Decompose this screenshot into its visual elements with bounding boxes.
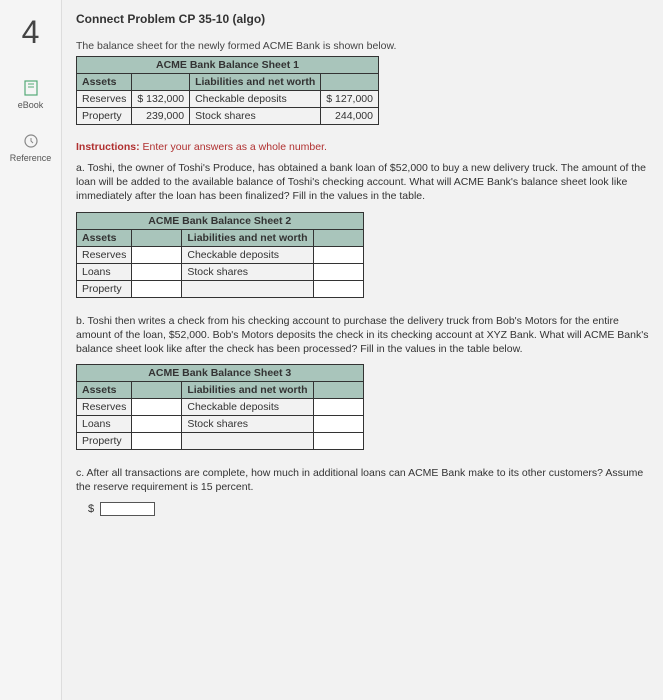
sheet3-stock-input[interactable] [313, 416, 363, 433]
table-row: Property [77, 280, 364, 297]
sheet2-property-input[interactable] [132, 280, 182, 297]
intro-text: The balance sheet for the newly formed A… [76, 40, 649, 52]
problem-title: Connect Problem CP 35-10 (algo) [76, 12, 649, 26]
part-b-text: b. Toshi then writes a check from his ch… [76, 314, 649, 357]
sheet3-property-input[interactable] [132, 433, 182, 450]
sidebar-item-label: eBook [18, 100, 44, 110]
sheet3-title: ACME Bank Balance Sheet 3 [77, 365, 364, 382]
sheet2-liab-hdr: Liabilities and net worth [182, 229, 313, 246]
sheet3-liab-hdr: Liabilities and net worth [182, 382, 313, 399]
table-row: Property 239,000 Stock shares 244,000 [77, 108, 379, 125]
reference-icon [22, 132, 40, 150]
chapter-number: 4 [22, 8, 40, 57]
instructions-text: Enter your answers as a whole number. [143, 141, 327, 153]
sheet2-reserves-input[interactable] [132, 246, 182, 263]
sheet2-deposits-input[interactable] [313, 246, 363, 263]
instructions-label: Instructions: [76, 141, 140, 153]
dollar-sign: $ [88, 503, 94, 515]
balance-sheet-3: ACME Bank Balance Sheet 3 Assets Liabili… [76, 364, 364, 450]
balance-sheet-2: ACME Bank Balance Sheet 2 Assets Liabili… [76, 212, 364, 298]
table-row: Loans Stock shares [77, 416, 364, 433]
sheet2-assets-hdr: Assets [77, 229, 132, 246]
sheet2-title: ACME Bank Balance Sheet 2 [77, 212, 364, 229]
instructions: Instructions: Enter your answers as a wh… [76, 141, 649, 153]
table-row: Reserves Checkable deposits [77, 399, 364, 416]
sheet3-reserves-input[interactable] [132, 399, 182, 416]
sheet3-assets-hdr: Assets [77, 382, 132, 399]
sheet1-assets-hdr: Assets [77, 74, 132, 91]
sheet2-stock-input[interactable] [313, 263, 363, 280]
table-row: Reserves Checkable deposits [77, 246, 364, 263]
balance-sheet-1: ACME Bank Balance Sheet 1 Assets Liabili… [76, 56, 379, 125]
part-c-answer-row: $ [88, 502, 649, 516]
sheet2-loans-input[interactable] [132, 263, 182, 280]
table-row: Property [77, 433, 364, 450]
sidebar-item-reference[interactable]: Reference [0, 128, 61, 167]
sidebar-item-label: Reference [10, 153, 52, 163]
sidebar: 4 eBook Reference [0, 0, 62, 700]
part-c-input[interactable] [100, 502, 155, 516]
sheet1-liab-hdr: Liabilities and net worth [190, 74, 321, 91]
table-row: Loans Stock shares [77, 263, 364, 280]
content-area: Connect Problem CP 35-10 (algo) The bala… [62, 0, 663, 700]
sheet1-title: ACME Bank Balance Sheet 1 [77, 57, 379, 74]
part-a-text: a. Toshi, the owner of Toshi's Produce, … [76, 161, 649, 204]
part-c-text: c. After all transactions are complete, … [76, 466, 649, 494]
sidebar-item-ebook[interactable]: eBook [0, 75, 61, 114]
sheet3-deposits-input[interactable] [313, 399, 363, 416]
sheet3-loans-input[interactable] [132, 416, 182, 433]
table-row: Reserves $ 132,000 Checkable deposits $ … [77, 91, 379, 108]
ebook-icon [22, 79, 40, 97]
